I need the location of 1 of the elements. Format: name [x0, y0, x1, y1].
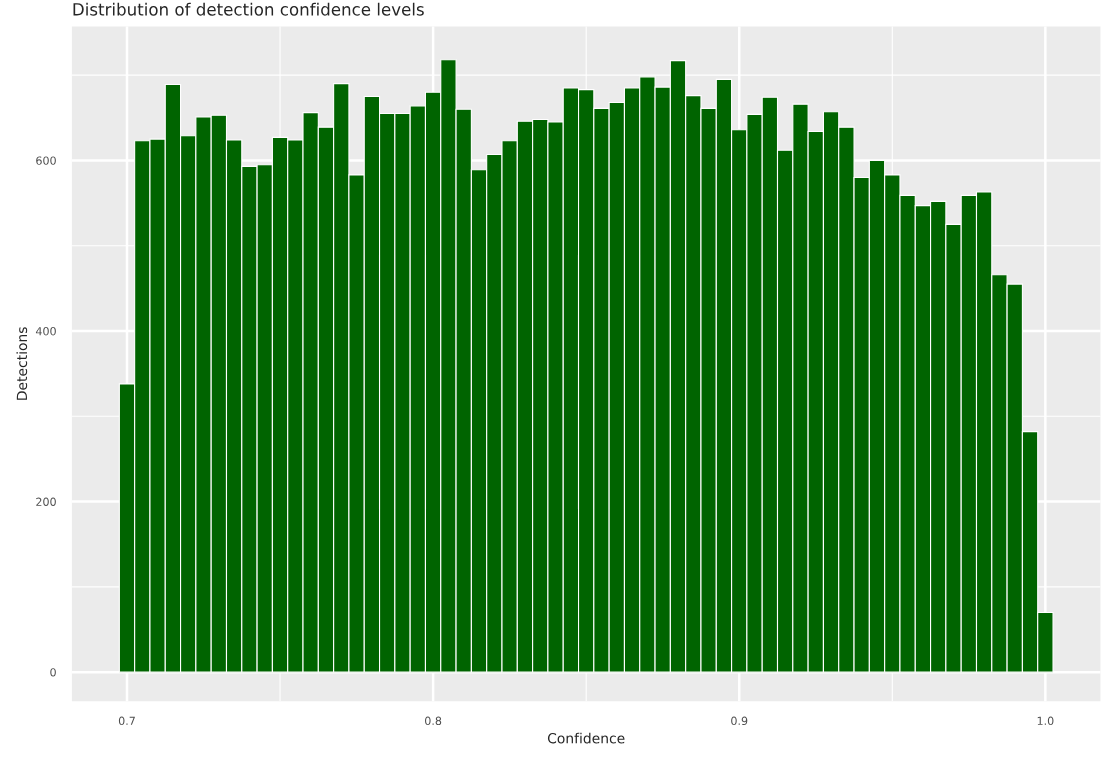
chart-title: Distribution of detection confidence levels [73, 2, 424, 16]
